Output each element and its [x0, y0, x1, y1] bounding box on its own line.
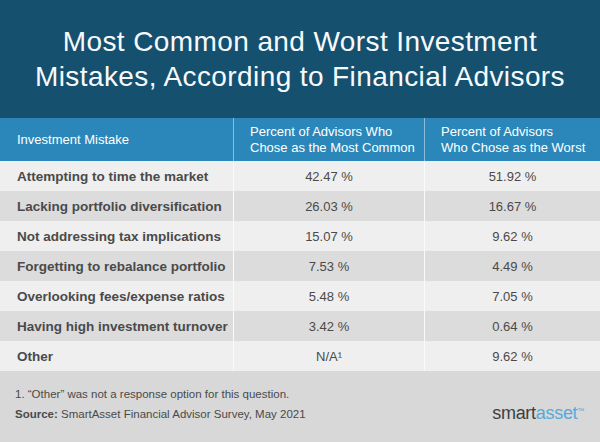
- worst-value: 9.62 %: [424, 221, 600, 251]
- footnote: 1. “Other” was not a response option for…: [15, 388, 585, 401]
- most-common-value: N/A¹: [233, 341, 424, 371]
- most-common-value: 15.07 %: [233, 221, 424, 251]
- mistake-label: Lacking portfolio diversification: [0, 191, 233, 221]
- mistake-label: Not addressing tax implications: [0, 221, 233, 251]
- column-header-text-line1: Percent of Advisors: [441, 124, 600, 140]
- page-title: Most Common and Worst Investment Mistake…: [0, 0, 600, 118]
- source-text: SmartAsset Financial Advisor Survey, May…: [58, 408, 306, 420]
- column-header-worst: Percent of Advisors Who Chose as the Wor…: [424, 118, 600, 161]
- column-header-text-line1: Percent of Advisors Who: [250, 124, 424, 140]
- logo-text-asset: asset: [536, 403, 578, 423]
- table-row: Not addressing tax implications 15.07 % …: [0, 221, 600, 251]
- table-row: Forgetting to rebalance portfolio 7.53 %…: [0, 251, 600, 281]
- logo-text-smart: smart: [492, 403, 536, 423]
- most-common-value: 3.42 %: [233, 311, 424, 341]
- mistake-label: Other: [0, 341, 233, 371]
- trademark-symbol: ™: [577, 407, 584, 414]
- table-row: Lacking portfolio diversification 26.03 …: [0, 191, 600, 221]
- column-header-investment-mistake: Investment Mistake: [0, 118, 233, 161]
- worst-value: 16.67 %: [424, 191, 600, 221]
- worst-value: 7.05 %: [424, 281, 600, 311]
- worst-value: 9.62 %: [424, 341, 600, 371]
- worst-value: 4.49 %: [424, 251, 600, 281]
- column-header-text: Investment Mistake: [17, 132, 233, 148]
- column-header-text-line2: Chose as the Most Common: [250, 140, 424, 156]
- mistake-label: Having high investment turnover: [0, 311, 233, 341]
- worst-value: 0.64 %: [424, 311, 600, 341]
- most-common-value: 42.47 %: [233, 161, 424, 191]
- infographic-container: Most Common and Worst Investment Mistake…: [0, 0, 600, 442]
- title-line-2: Mistakes, According to Financial Advisor…: [35, 59, 565, 94]
- column-header-most-common: Percent of Advisors Who Chose as the Mos…: [233, 118, 424, 161]
- table-body: Attempting to time the market 42.47 % 51…: [0, 161, 600, 371]
- worst-value: 51.92 %: [424, 161, 600, 191]
- table-row: Attempting to time the market 42.47 % 51…: [0, 161, 600, 191]
- most-common-value: 7.53 %: [233, 251, 424, 281]
- table-row: Having high investment turnover 3.42 % 0…: [0, 311, 600, 341]
- table-row: Overlooking fees/expense ratios 5.48 % 7…: [0, 281, 600, 311]
- source-label: Source:: [15, 408, 58, 420]
- mistake-label: Forgetting to rebalance portfolio: [0, 251, 233, 281]
- most-common-value: 26.03 %: [233, 191, 424, 221]
- column-header-text-line2: Who Chose as the Worst: [441, 140, 600, 156]
- title-line-1: Most Common and Worst Investment: [63, 24, 537, 59]
- most-common-value: 5.48 %: [233, 281, 424, 311]
- smartasset-logo: smartasset™: [492, 404, 584, 422]
- footer: 1. “Other” was not a response option for…: [0, 371, 600, 442]
- mistake-label: Attempting to time the market: [0, 161, 233, 191]
- table-row: Other N/A¹ 9.62 %: [0, 341, 600, 371]
- table-header-row: Investment Mistake Percent of Advisors W…: [0, 118, 600, 161]
- mistake-label: Overlooking fees/expense ratios: [0, 281, 233, 311]
